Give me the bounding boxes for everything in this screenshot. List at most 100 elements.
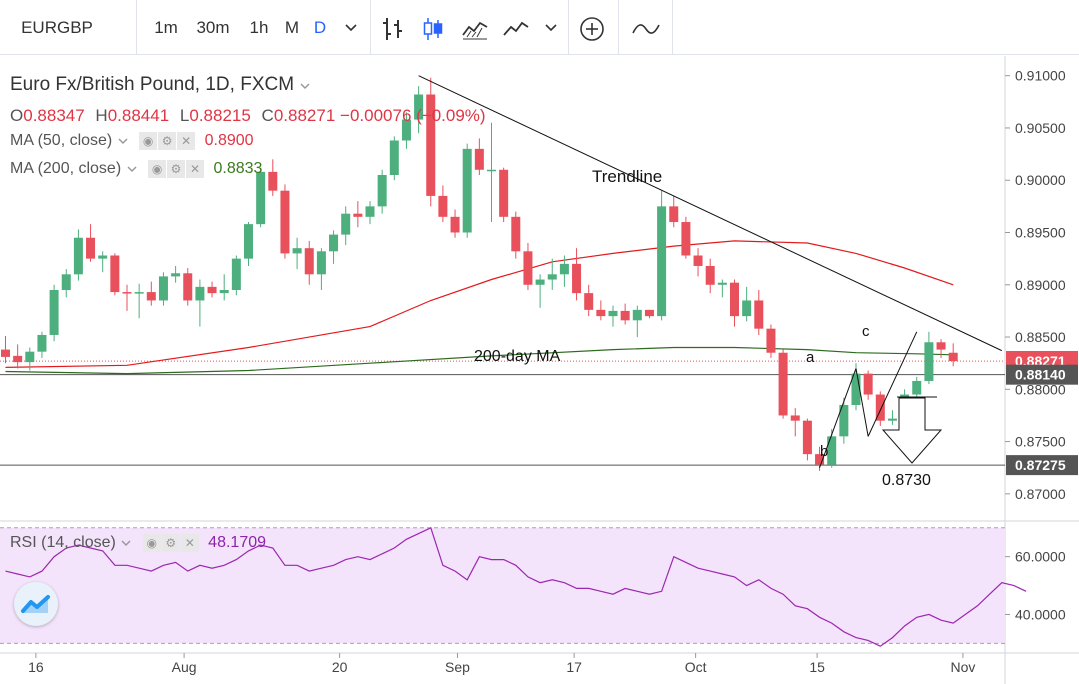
interval-day-button[interactable]: D xyxy=(313,18,327,37)
candle-body xyxy=(511,216,521,252)
candle-body xyxy=(462,148,472,233)
ma200-legend-row: MA (200, close) ◉ ⚙ ✕ 0.8833 xyxy=(10,160,262,178)
candle-body xyxy=(86,237,96,259)
price-tick-label: 0.88000 xyxy=(1015,381,1066,397)
price-tick-label: 0.91000 xyxy=(1015,68,1066,84)
interval-dropdown-button[interactable] xyxy=(338,0,364,55)
candle-body xyxy=(887,418,897,421)
compare-button[interactable] xyxy=(628,0,664,55)
close-icon[interactable]: ✕ xyxy=(177,132,196,150)
interval-1m-button[interactable]: 1m xyxy=(154,18,178,37)
candle-body xyxy=(268,171,278,191)
candle-body xyxy=(620,310,630,321)
bars-style-button[interactable] xyxy=(378,0,408,55)
interval-30m-button[interactable]: 30m xyxy=(196,18,230,37)
chevron-down-icon[interactable] xyxy=(299,82,311,90)
candle-body xyxy=(389,140,399,175)
candle-body xyxy=(304,248,314,275)
symbol-button[interactable]: EURGBP xyxy=(21,18,93,37)
candle-body xyxy=(948,352,958,362)
candle-body xyxy=(863,373,873,395)
candle-body xyxy=(487,169,496,172)
candles-style-button[interactable] xyxy=(418,0,448,55)
candle-body xyxy=(608,310,618,317)
rsi-tick-label: 60.0000 xyxy=(1015,549,1066,565)
time-tick-label: 15 xyxy=(809,659,825,675)
chart-style-dropdown[interactable] xyxy=(538,0,564,55)
eye-icon[interactable]: ◉ xyxy=(142,534,161,552)
gear-icon[interactable]: ⚙ xyxy=(158,132,177,150)
candle-body xyxy=(535,279,545,285)
toolbar-divider xyxy=(568,0,569,55)
time-tick-label: Aug xyxy=(172,659,197,675)
abc-wave-line xyxy=(855,368,869,437)
ma50-legend-row: MA (50, close) ◉ ⚙ ✕ 0.8900 xyxy=(10,132,254,150)
candle-body xyxy=(474,148,484,170)
candle-body xyxy=(657,206,667,317)
candle-body xyxy=(158,276,168,301)
candle-body xyxy=(912,380,922,395)
ma50-label: MA (50, close) xyxy=(10,132,113,150)
candle-body xyxy=(207,286,217,294)
candle-body xyxy=(790,415,800,421)
ma200-line xyxy=(5,346,954,375)
ohlc-row: O0.88347 H0.88441 L0.88215 C0.88271 −0.0… xyxy=(10,106,486,126)
interval-month-button[interactable]: M xyxy=(284,18,300,37)
chevron-down-icon[interactable] xyxy=(117,137,129,145)
time-tick-label: Oct xyxy=(685,659,707,675)
candle-body xyxy=(122,292,132,294)
area-style-button[interactable] xyxy=(458,0,492,55)
chevron-down-icon[interactable] xyxy=(126,165,138,173)
time-tick-label: 16 xyxy=(28,659,44,675)
candle-body xyxy=(875,394,885,421)
toolbar-divider xyxy=(672,0,673,55)
line-style-button[interactable] xyxy=(498,0,534,55)
close-icon[interactable]: ✕ xyxy=(180,534,199,552)
candle-body xyxy=(183,273,193,301)
tradingview-logo[interactable] xyxy=(14,582,58,626)
candle-body xyxy=(693,255,703,266)
abc-wave-line xyxy=(819,368,857,468)
candle-body xyxy=(802,420,812,455)
candle-body xyxy=(547,274,557,280)
eye-icon[interactable]: ◉ xyxy=(139,132,158,150)
candle-body xyxy=(341,213,351,235)
open-label: O xyxy=(10,106,24,125)
add-indicator-button[interactable] xyxy=(576,0,608,55)
candle-body xyxy=(669,206,679,223)
candle-body xyxy=(365,206,375,217)
candle-body xyxy=(316,251,326,275)
candle-body xyxy=(37,334,47,352)
high-value: 0.88441 xyxy=(107,106,170,125)
candle-body xyxy=(936,342,946,350)
price-tick-label: 0.89000 xyxy=(1015,277,1066,293)
candle-body xyxy=(231,258,241,290)
candle-body xyxy=(778,352,788,416)
candle-body xyxy=(632,309,642,321)
candle-body xyxy=(572,263,582,294)
interval-1h-button[interactable]: 1h xyxy=(249,18,269,37)
price-tick-label: 0.90500 xyxy=(1015,120,1066,136)
candle-body xyxy=(377,175,387,207)
candle-body xyxy=(851,373,861,405)
gear-icon[interactable]: ⚙ xyxy=(161,534,180,552)
chevron-down-icon[interactable] xyxy=(120,539,132,547)
toolbar-divider xyxy=(370,0,371,55)
logo-icon xyxy=(21,595,50,613)
candle-body xyxy=(110,255,120,293)
candle-body xyxy=(61,274,71,290)
gear-icon[interactable]: ⚙ xyxy=(167,160,186,178)
price-badge-label: 0.87275 xyxy=(1015,457,1066,473)
eye-icon[interactable]: ◉ xyxy=(148,160,167,178)
trendline xyxy=(418,75,1003,352)
price-tick-label: 0.87000 xyxy=(1015,486,1066,502)
low-value: 0.88215 xyxy=(189,106,251,125)
candle-body xyxy=(171,273,181,277)
candle-body xyxy=(353,213,363,217)
close-icon[interactable]: ✕ xyxy=(186,160,205,178)
ma50-value: 0.8900 xyxy=(204,132,254,150)
candle-body xyxy=(292,248,302,254)
close-label: C xyxy=(261,106,274,125)
price-tick-label: 0.89500 xyxy=(1015,225,1066,241)
ma200-annotation-label: 200-day MA xyxy=(474,348,561,365)
